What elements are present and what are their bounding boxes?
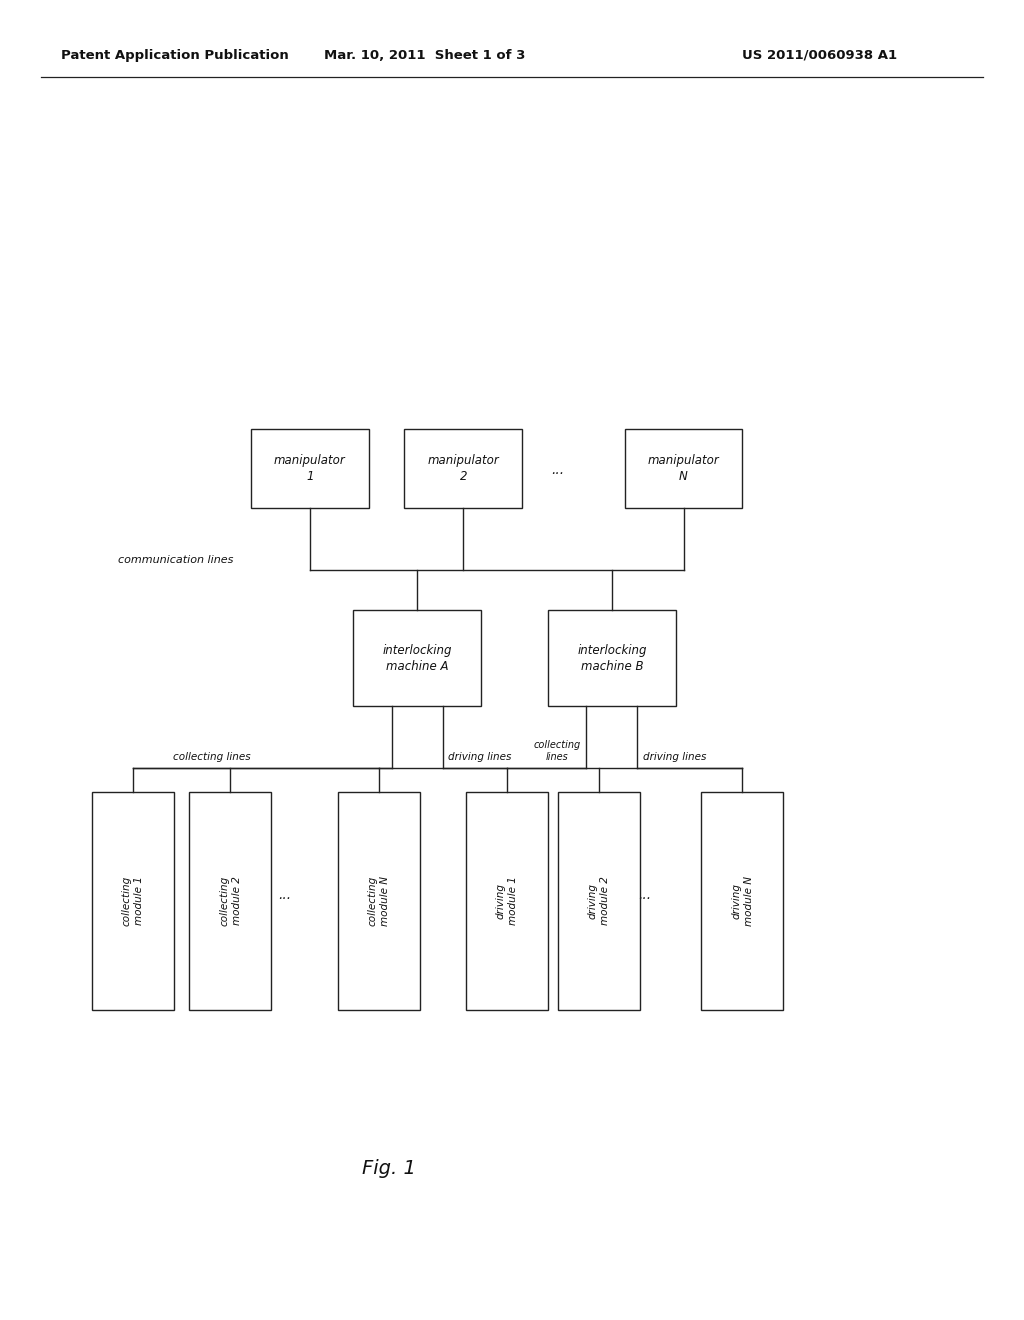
Text: Patent Application Publication: Patent Application Publication — [61, 49, 289, 62]
Bar — [548, 610, 676, 706]
Text: driving lines: driving lines — [449, 751, 511, 762]
Bar — [404, 429, 522, 508]
Bar — [625, 429, 742, 508]
Text: ...: ... — [552, 463, 564, 477]
Text: interlocking
machine A: interlocking machine A — [383, 644, 452, 672]
Text: manipulator
1: manipulator 1 — [273, 454, 346, 483]
Text: manipulator
N: manipulator N — [647, 454, 720, 483]
Bar — [338, 792, 420, 1010]
Text: manipulator
2: manipulator 2 — [427, 454, 500, 483]
Bar — [558, 792, 640, 1010]
Bar — [92, 792, 174, 1010]
Text: driving
module N: driving module N — [731, 876, 754, 925]
Text: collecting
module 2: collecting module 2 — [219, 875, 242, 927]
Text: US 2011/0060938 A1: US 2011/0060938 A1 — [741, 49, 897, 62]
Text: driving
module 1: driving module 1 — [496, 876, 518, 925]
Text: Mar. 10, 2011  Sheet 1 of 3: Mar. 10, 2011 Sheet 1 of 3 — [325, 49, 525, 62]
Text: collecting
module N: collecting module N — [368, 875, 390, 927]
Text: collecting
lines: collecting lines — [534, 741, 582, 762]
Text: collecting
module 1: collecting module 1 — [122, 875, 144, 927]
Text: interlocking
machine B: interlocking machine B — [578, 644, 646, 672]
Text: collecting lines: collecting lines — [173, 751, 251, 762]
Text: Fig. 1: Fig. 1 — [362, 1159, 416, 1177]
Bar — [251, 429, 369, 508]
Text: communication lines: communication lines — [118, 554, 233, 565]
Text: ...: ... — [279, 888, 291, 902]
Bar — [701, 792, 783, 1010]
Text: driving lines: driving lines — [643, 751, 706, 762]
Bar — [189, 792, 271, 1010]
Bar — [466, 792, 548, 1010]
Text: driving
module 2: driving module 2 — [588, 876, 610, 925]
Text: ...: ... — [639, 888, 651, 902]
Bar — [353, 610, 481, 706]
